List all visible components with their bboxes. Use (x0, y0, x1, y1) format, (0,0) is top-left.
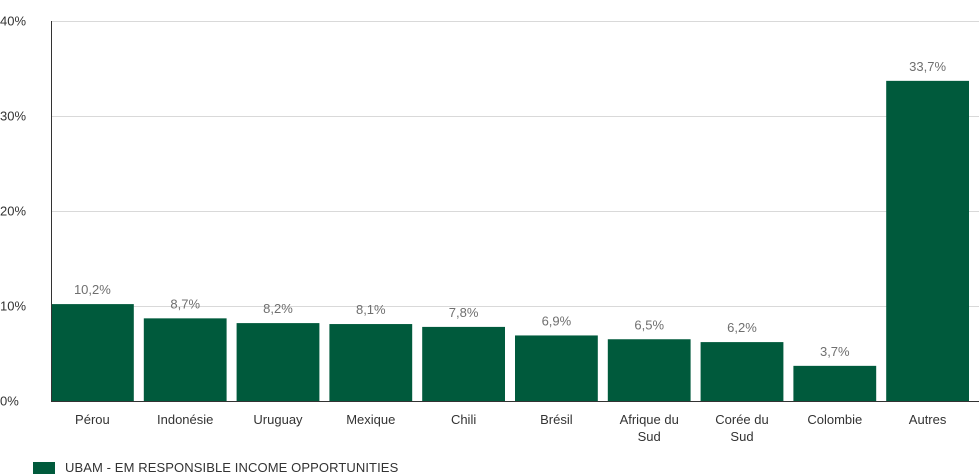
x-tick-label: Indonésie (157, 412, 213, 427)
legend-swatch (33, 462, 55, 474)
value-label: 3,7% (820, 344, 850, 359)
x-tick-label: Mexique (346, 412, 395, 427)
y-tick-label: 20% (0, 204, 26, 219)
value-label: 33,7% (909, 59, 946, 74)
bar (700, 342, 784, 401)
y-tick-label: 40% (0, 14, 26, 29)
value-labels: 10,2% 8,7% 8,2% 8,1% 7,8% 6,9% 6,5% 6,2% 3,7% 33,… (74, 59, 947, 359)
value-label: 6,9% (542, 313, 572, 328)
x-tick-label: Corée du (715, 412, 768, 427)
legend-label: UBAM - EM RESPONSIBLE INCOME OPPORTUNITI… (65, 460, 399, 475)
bar (886, 80, 969, 401)
value-label: 8,7% (170, 296, 200, 311)
y-tick-label: 10% (0, 299, 26, 314)
value-label: 8,1% (356, 302, 386, 317)
bar (793, 365, 877, 401)
bar (51, 304, 134, 401)
bar (515, 335, 598, 401)
x-tick-label: Colombie (807, 412, 862, 427)
x-tick-label: Autres (909, 412, 947, 427)
bar (422, 326, 505, 401)
value-label: 6,5% (634, 317, 664, 332)
y-tick-label: 0% (0, 394, 19, 409)
x-tick-label: Brésil (540, 412, 573, 427)
x-tick-label: Sud (730, 429, 753, 444)
y-tick-label: 30% (0, 109, 26, 124)
x-tick-label: Chili (451, 412, 476, 427)
bar (236, 323, 320, 401)
value-label: 7,8% (449, 305, 479, 320)
value-label: 6,2% (727, 320, 757, 335)
bar (329, 324, 413, 401)
grid-lines (51, 21, 979, 307)
bars (51, 80, 969, 401)
value-label: 10,2% (74, 282, 111, 297)
bar (143, 318, 227, 401)
tick-labels: 0% 10% 20% 30% 40% Pérou Indonésie Uruguay Mexiq… (0, 14, 947, 445)
x-tick-label: Sud (638, 429, 661, 444)
value-label: 8,2% (263, 301, 293, 316)
bar (607, 339, 691, 401)
x-tick-label: Pérou (75, 412, 110, 427)
x-tick-label: Uruguay (253, 412, 303, 427)
legend: UBAM - EM RESPONSIBLE INCOME OPPORTUNITI… (33, 461, 398, 475)
axes (51, 21, 979, 402)
x-tick-label: Afrique du (620, 412, 679, 427)
